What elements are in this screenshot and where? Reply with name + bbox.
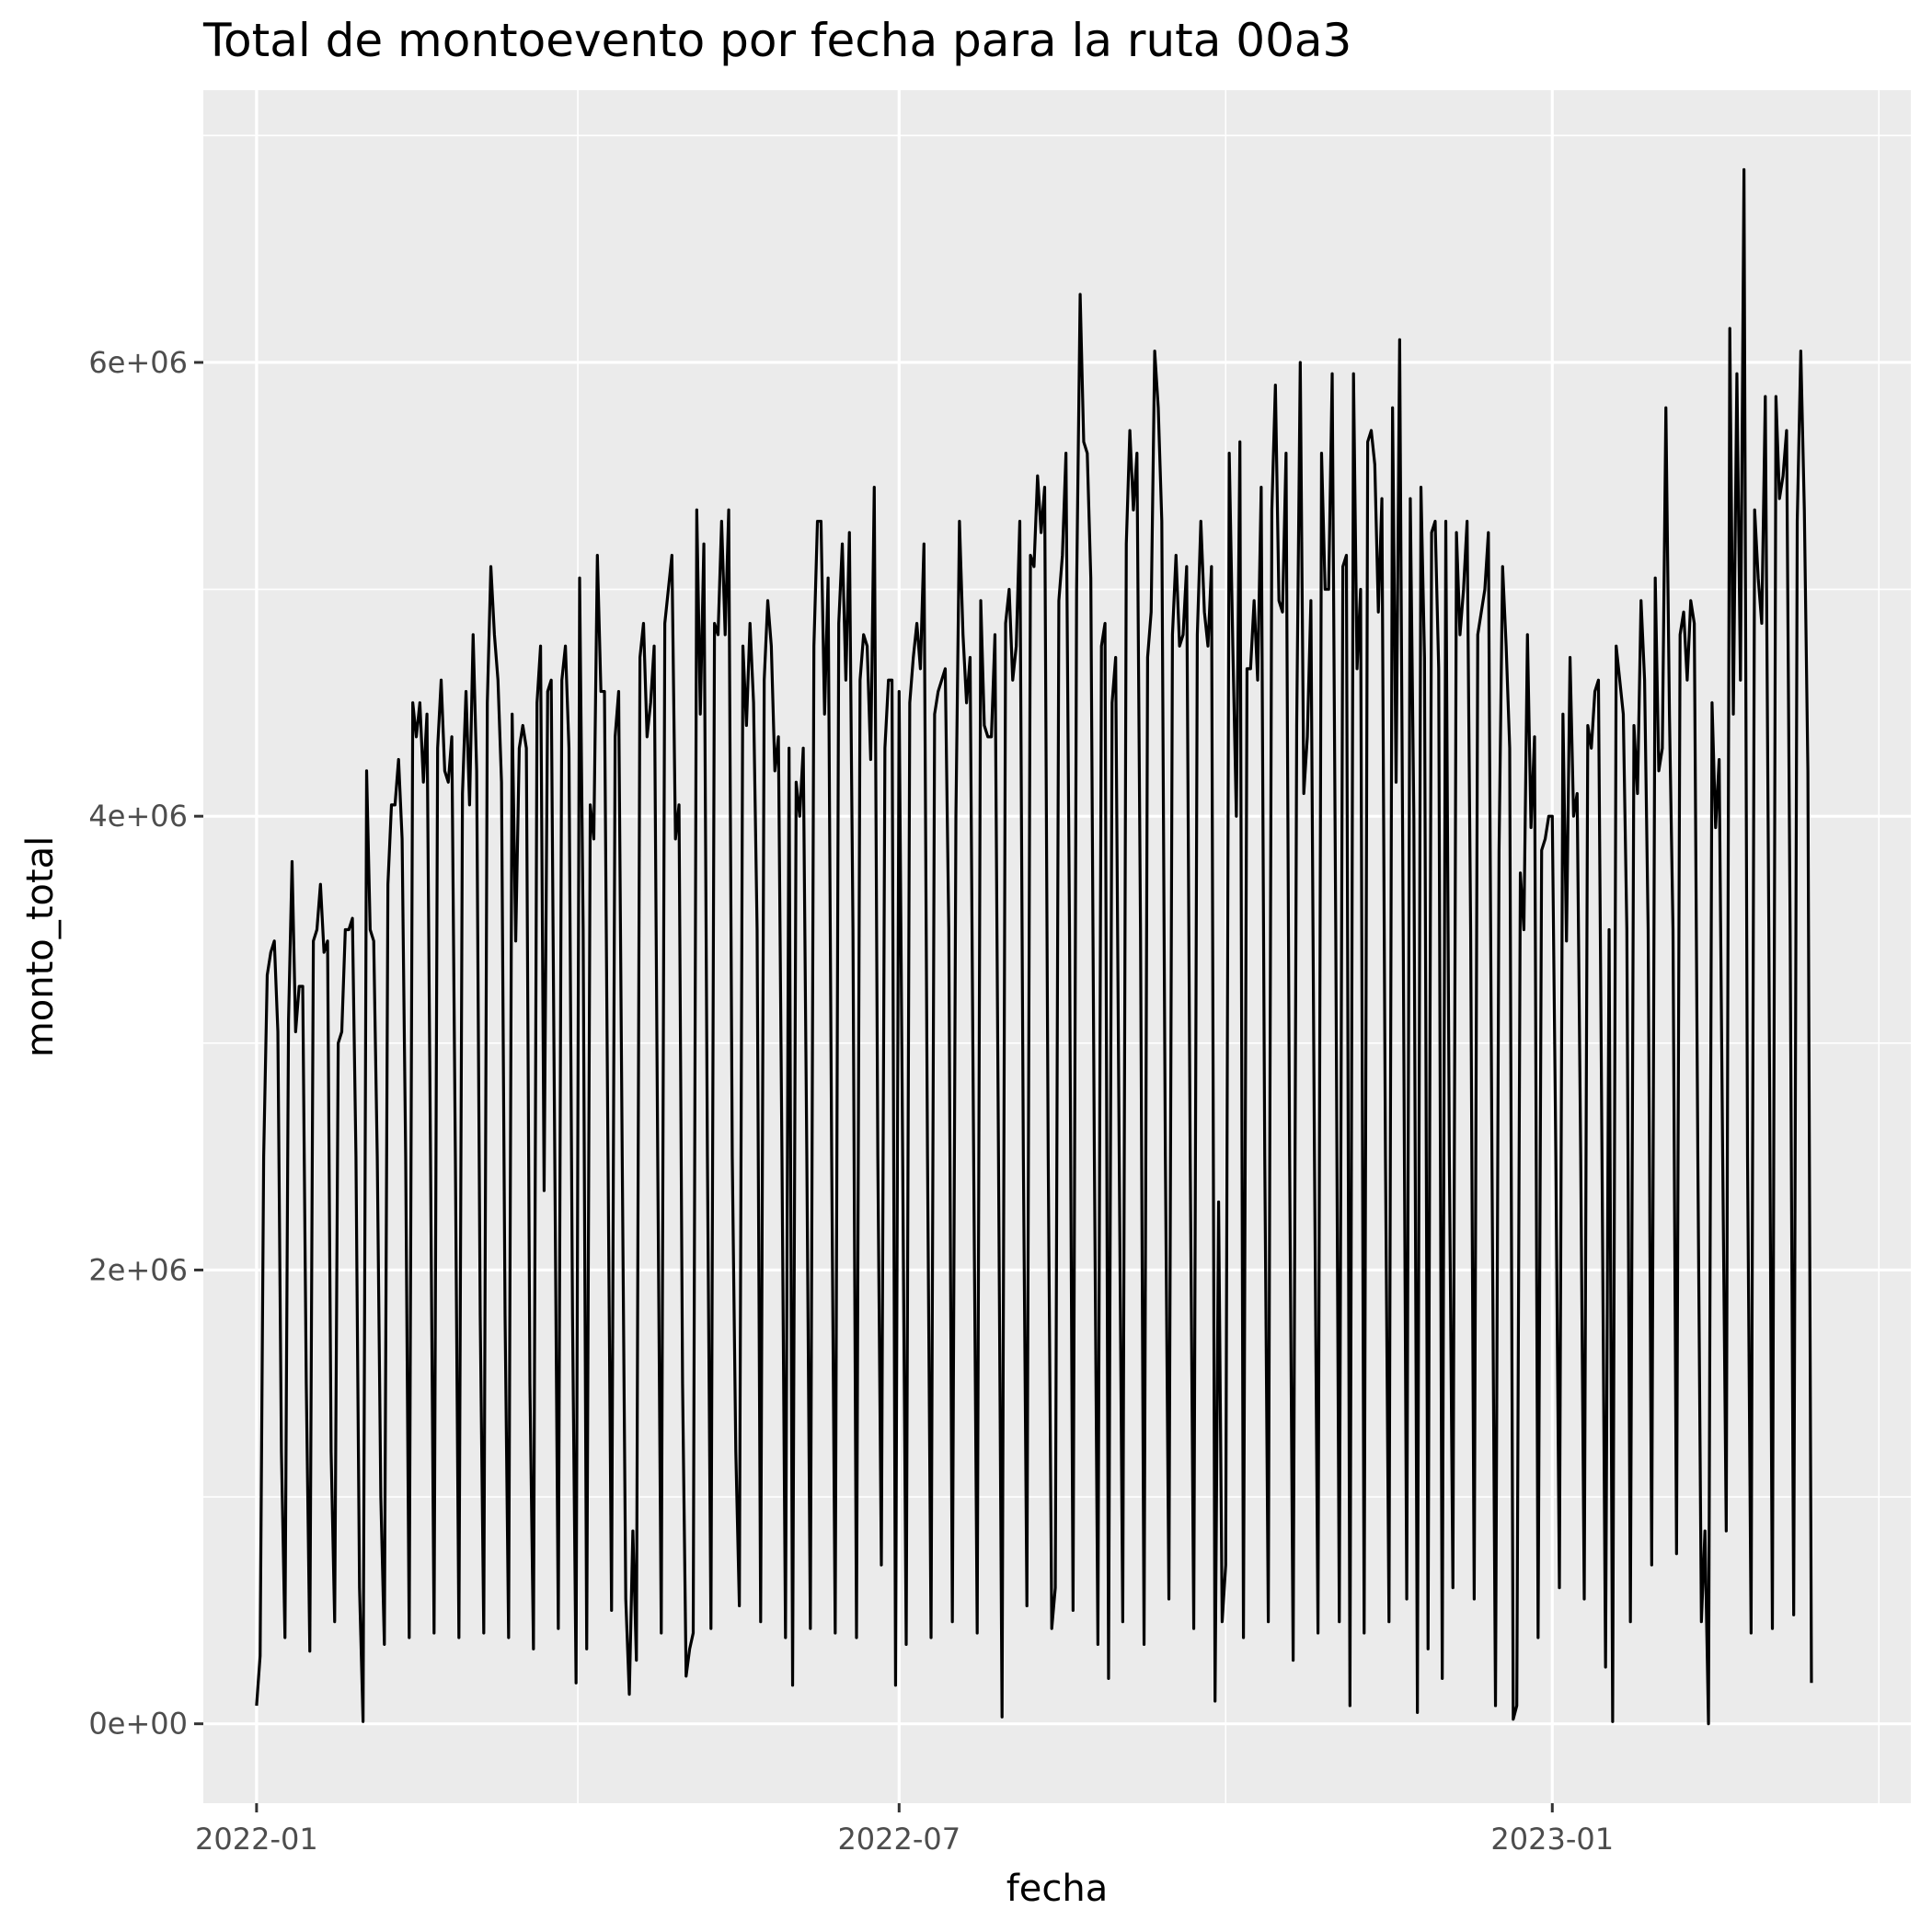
series-line-0 [255, 167, 1813, 1726]
y-axis-title: monto_total [19, 836, 62, 1057]
y-tick-label: 0e+00 [88, 1707, 188, 1742]
y-tick-label: 4e+06 [88, 799, 188, 834]
chart-title: Total de montoevento por fecha para la r… [202, 14, 1351, 67]
x-tick-label: 2023-01 [1490, 1822, 1614, 1857]
y-tick-label: 6e+06 [88, 345, 188, 380]
x-axis: 2022-01 2022-07 2023-01 [195, 1803, 1614, 1857]
x-tick-label: 2022-01 [195, 1822, 318, 1857]
x-axis-title: fecha [1006, 1868, 1109, 1910]
series-group [255, 167, 1813, 1726]
y-tick-label: 2e+06 [88, 1252, 188, 1287]
x-tick-label: 2022-07 [837, 1822, 960, 1857]
y-axis: 0e+00 2e+06 4e+06 6e+06 [88, 345, 203, 1742]
